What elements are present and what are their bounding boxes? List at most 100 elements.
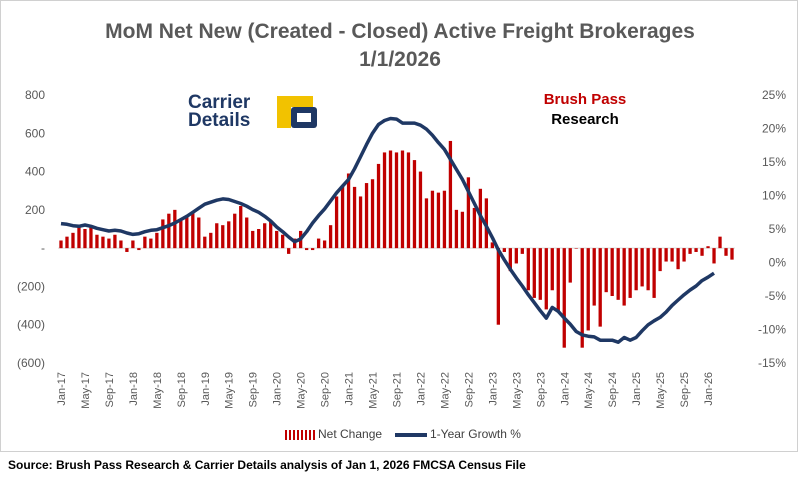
net-change-bar xyxy=(59,240,63,249)
net-change-bar xyxy=(376,163,381,249)
net-change-bar xyxy=(616,248,620,300)
net-change-bar xyxy=(622,248,626,306)
net-change-bar xyxy=(664,248,668,262)
net-change-bar xyxy=(101,236,105,249)
y-right-tick-label: -15% xyxy=(758,356,786,370)
y-left-tick-label: (600) xyxy=(17,356,45,370)
x-tick-label: Jan-17 xyxy=(56,372,68,406)
net-change-bar xyxy=(676,248,680,270)
net-change-bar xyxy=(316,238,321,249)
x-tick-label: Jan-20 xyxy=(272,372,284,406)
x-tick-label: Jan-26 xyxy=(703,372,715,406)
net-change-bar xyxy=(119,240,123,249)
legend-growth: 1-Year Growth % xyxy=(430,427,521,441)
net-change-bar xyxy=(718,236,722,249)
net-change-bar xyxy=(89,225,93,249)
source-note: Source: Brush Pass Research & Carrier De… xyxy=(8,458,526,472)
x-tick-label: Sep-22 xyxy=(463,372,475,407)
net-change-bar xyxy=(328,225,333,249)
net-change-bar xyxy=(281,234,285,249)
net-change-bar xyxy=(155,232,159,249)
y-left-tick-label: (400) xyxy=(17,318,45,332)
x-tick-label: May-23 xyxy=(511,372,523,409)
net-change-bar xyxy=(556,248,560,312)
net-change-bar xyxy=(352,186,357,249)
x-tick-label: Sep-20 xyxy=(320,372,332,407)
net-change-bar xyxy=(712,248,716,264)
carrier-details-logo-mark-icon xyxy=(277,96,317,128)
net-change-bar xyxy=(310,248,315,251)
net-change-bar xyxy=(257,229,261,249)
net-change-bar xyxy=(568,248,572,283)
x-tick-label: May-22 xyxy=(439,372,451,409)
net-change-bar xyxy=(191,211,195,249)
net-change-bar xyxy=(442,190,447,249)
net-change-bar xyxy=(514,248,518,264)
x-tick-label: May-21 xyxy=(368,372,380,409)
y-right-tick-label: 20% xyxy=(762,122,786,136)
net-change-bar xyxy=(370,179,375,249)
net-change-bar xyxy=(658,248,662,272)
net-change-bar xyxy=(586,248,590,331)
net-change-bar xyxy=(460,211,465,249)
y-right-tick-label: -5% xyxy=(765,289,787,303)
net-change-bar xyxy=(203,236,207,249)
net-change-bar xyxy=(340,186,345,249)
x-tick-label: May-20 xyxy=(296,372,308,409)
net-change-bar xyxy=(634,248,638,291)
net-change-bar xyxy=(706,246,710,249)
net-change-bar xyxy=(107,238,111,249)
net-change-bar xyxy=(304,248,309,251)
x-tick-label: Sep-21 xyxy=(392,372,404,407)
net-change-bar xyxy=(496,248,500,325)
net-change-bar xyxy=(646,248,650,291)
x-tick-label: Jan-18 xyxy=(128,372,140,406)
net-change-bar xyxy=(700,248,704,256)
legend-net-change: Net Change xyxy=(318,427,383,441)
net-change-bar xyxy=(670,248,674,262)
net-change-bar xyxy=(167,213,171,249)
net-change-bar xyxy=(358,196,363,249)
net-change-bar xyxy=(538,248,542,300)
net-change-bar xyxy=(275,230,279,249)
y-left-tick-label: (200) xyxy=(17,279,45,293)
chart-title: MoM Net New (Created - Closed) Active Fr… xyxy=(105,20,695,43)
x-tick-label: Sep-25 xyxy=(679,372,691,407)
net-change-bar xyxy=(83,229,87,249)
net-change-bar xyxy=(550,248,554,291)
net-change-bar xyxy=(430,190,435,249)
net-change-bar xyxy=(418,171,423,249)
net-change-bar xyxy=(544,248,548,310)
x-tick-label: Jan-19 xyxy=(200,372,212,406)
net-change-bar xyxy=(490,242,495,249)
net-change-bar xyxy=(161,219,165,249)
net-change-bar xyxy=(185,215,189,249)
net-change-bar xyxy=(610,248,614,296)
net-change-bar xyxy=(149,238,153,249)
brush-pass-logo-line1: Brush Pass xyxy=(543,91,627,108)
x-tick-label: Jan-21 xyxy=(344,372,356,406)
net-change-bar xyxy=(143,236,147,249)
x-tick-label: May-25 xyxy=(655,372,667,409)
net-change-bar xyxy=(412,160,417,249)
net-change-bar xyxy=(346,173,351,249)
x-tick-label: May-24 xyxy=(583,372,595,409)
carrier-details-logo-line2: Details xyxy=(188,110,251,131)
net-change-bar xyxy=(574,248,578,249)
net-change-bar xyxy=(197,217,201,249)
net-change-bar xyxy=(562,248,566,348)
net-change-bar xyxy=(364,183,369,249)
net-change-bar xyxy=(239,206,243,249)
net-change-bar xyxy=(77,227,81,249)
net-change-bar xyxy=(227,221,231,249)
net-change-bar xyxy=(520,248,524,254)
growth-line xyxy=(60,116,715,344)
brush-pass-logo: Brush Pass Research xyxy=(520,90,650,130)
net-change-bar xyxy=(71,232,75,249)
net-change-bar xyxy=(322,240,327,249)
net-change-bar xyxy=(137,248,141,251)
chart-frame xyxy=(0,0,798,452)
net-change-bar xyxy=(131,240,135,249)
net-change-bar xyxy=(688,248,692,254)
net-change-bar xyxy=(65,236,69,249)
